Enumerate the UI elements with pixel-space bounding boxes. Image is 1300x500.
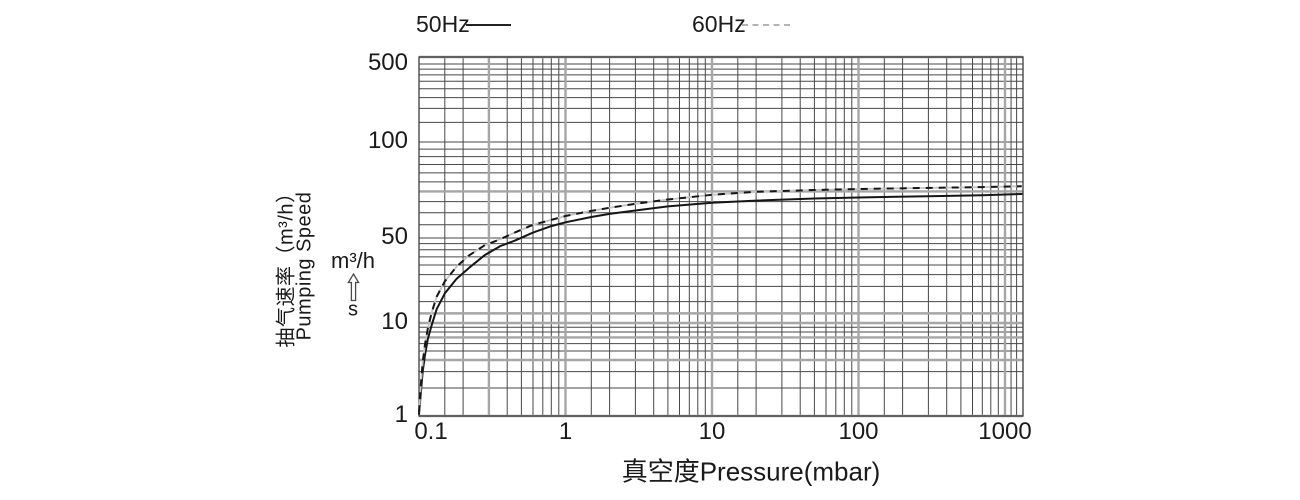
x-axis-title: 真空度Pressure(mbar) — [621, 456, 881, 487]
curve-50hz — [418, 193, 1023, 415]
x-tick-label: 10 — [698, 418, 726, 445]
y-tick-label: 100 — [367, 127, 408, 154]
y-tick-label: 10 — [381, 308, 408, 335]
curve-60hz-underlay — [418, 185, 1022, 413]
unit-numerator-label: m³/h — [331, 248, 375, 273]
x-tick-label: 1 — [558, 418, 573, 445]
legend-line-60hz-dashed — [742, 24, 790, 26]
curve-60hz — [418, 185, 1022, 413]
plot-border — [418, 56, 1024, 417]
y-tick-label: 50 — [381, 223, 408, 250]
y-tick-label: 500 — [367, 49, 408, 76]
y-tick-label: 1 — [394, 401, 408, 428]
legend-label-60hz: 60Hz — [692, 11, 746, 37]
x-tick-label: 1000 — [978, 418, 1032, 445]
unit-denominator-label: s — [348, 298, 358, 321]
x-tick-label: 0.1 — [414, 418, 448, 445]
legend-label-50hz: 50Hz — [416, 11, 470, 37]
legend-line-50hz-solid — [466, 24, 511, 26]
x-tick-label: 100 — [838, 418, 879, 445]
up-arrow-icon — [347, 273, 360, 302]
